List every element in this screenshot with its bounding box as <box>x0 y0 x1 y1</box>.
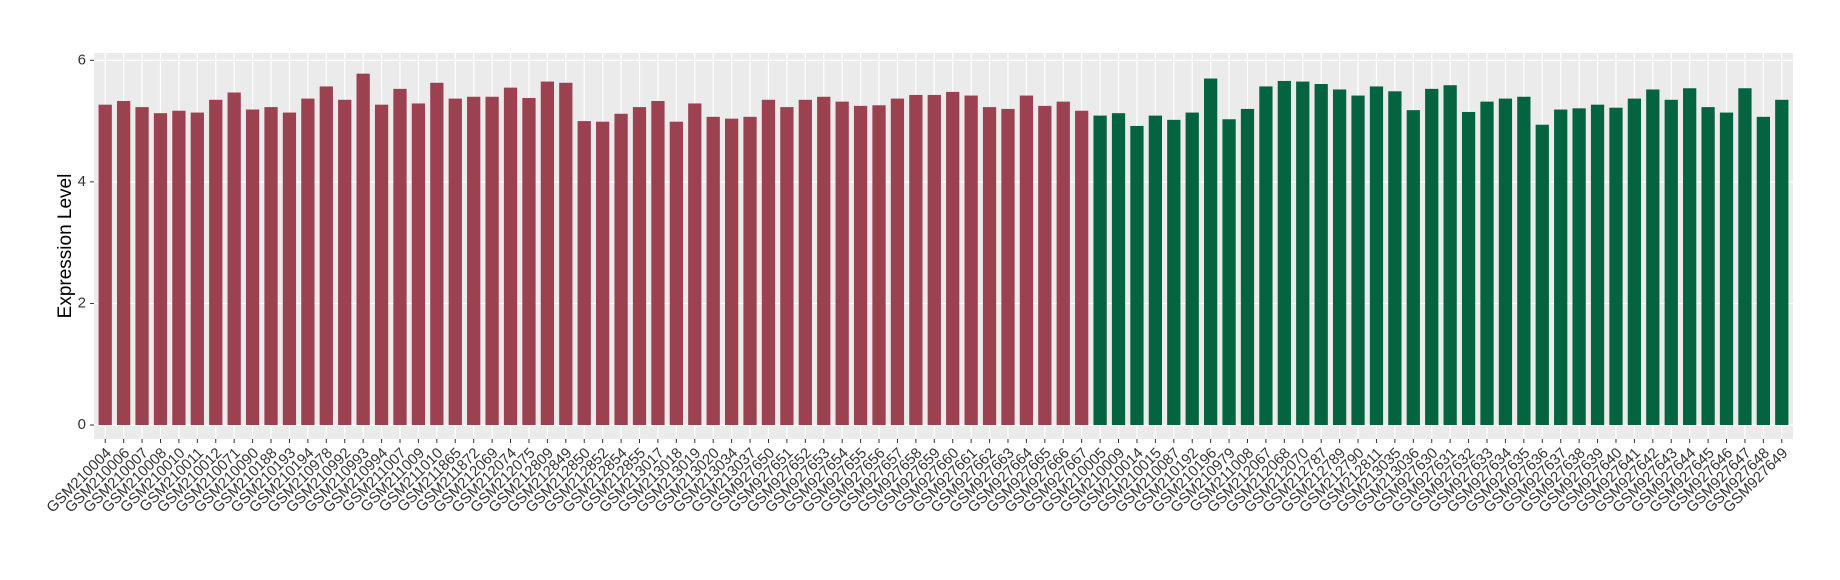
bar <box>780 107 794 426</box>
y-tick-label: 0 <box>78 416 86 433</box>
bar <box>117 101 131 426</box>
bar <box>1554 109 1568 426</box>
bar <box>411 103 426 426</box>
bar <box>1388 91 1402 426</box>
bar <box>853 105 868 426</box>
bar <box>724 118 739 426</box>
bar <box>301 98 315 426</box>
bar <box>632 107 647 426</box>
bar <box>1572 108 1586 426</box>
bar <box>1609 107 1623 426</box>
bar <box>98 104 112 426</box>
bar <box>890 98 905 426</box>
bar <box>485 96 499 426</box>
bar <box>190 112 204 426</box>
bar <box>430 82 444 426</box>
bar <box>356 73 370 426</box>
bar <box>909 94 923 426</box>
bar <box>1019 95 1034 426</box>
bar <box>817 96 831 426</box>
bar <box>1296 81 1310 426</box>
bar <box>1719 112 1734 426</box>
bar <box>1259 86 1273 426</box>
bar <box>1351 95 1365 426</box>
bar <box>872 105 886 426</box>
bar <box>540 81 555 426</box>
bar <box>669 121 683 426</box>
bar <box>927 94 941 426</box>
bar <box>559 82 573 426</box>
bar <box>743 116 757 426</box>
bar <box>135 107 149 426</box>
bar <box>1130 125 1144 426</box>
bar <box>1664 99 1678 426</box>
bar <box>1406 110 1420 426</box>
bar <box>1240 108 1255 426</box>
bar <box>1148 115 1163 426</box>
y-tick-label: 2 <box>78 294 86 311</box>
bar <box>1480 101 1494 426</box>
y-axis-label: Expression Level <box>55 174 76 319</box>
bar <box>338 99 352 426</box>
bar <box>1277 80 1291 426</box>
bar <box>651 101 665 426</box>
bar <box>448 98 462 426</box>
bar <box>798 99 812 426</box>
bar <box>1204 78 1218 426</box>
bar <box>1627 98 1642 426</box>
bar <box>1332 89 1347 426</box>
bar <box>374 104 389 426</box>
bar <box>1701 107 1715 426</box>
bar <box>706 116 720 426</box>
y-tick-label: 4 <box>78 173 86 190</box>
bar <box>1738 88 1752 426</box>
bar <box>1093 115 1107 426</box>
bar <box>964 95 978 426</box>
bar <box>1443 85 1457 426</box>
bar <box>982 107 997 426</box>
bar <box>503 87 518 426</box>
y-tick-label: 6 <box>78 51 86 68</box>
bar <box>1517 96 1531 426</box>
bar <box>1185 112 1199 426</box>
bar <box>1111 113 1126 426</box>
bar <box>835 101 849 426</box>
bar <box>1314 84 1328 426</box>
bar <box>1001 108 1015 426</box>
bar <box>227 92 241 426</box>
bar <box>153 113 168 426</box>
bar <box>319 86 333 426</box>
bar <box>209 99 223 426</box>
bar <box>264 107 278 426</box>
bar <box>688 103 702 426</box>
bar <box>761 99 776 426</box>
bar <box>1369 86 1384 426</box>
bar <box>393 88 407 426</box>
bar <box>1461 111 1476 426</box>
bar <box>522 97 536 426</box>
bar <box>467 96 481 426</box>
bar <box>1775 99 1789 426</box>
bar <box>1222 119 1236 426</box>
bar <box>245 109 260 426</box>
bar <box>1535 124 1549 426</box>
bar <box>1056 101 1070 426</box>
bar <box>1646 89 1660 426</box>
bar <box>1498 98 1513 426</box>
bar <box>282 112 297 426</box>
bar <box>614 113 628 426</box>
bar <box>1590 104 1605 426</box>
bar <box>596 121 610 426</box>
bar <box>1756 116 1770 426</box>
bar <box>1075 110 1089 426</box>
bar <box>577 121 591 426</box>
bar <box>1038 105 1052 426</box>
bar <box>1683 88 1697 426</box>
bar <box>946 91 960 426</box>
bar <box>1425 88 1439 426</box>
bar <box>172 110 186 426</box>
bar <box>1167 119 1181 426</box>
